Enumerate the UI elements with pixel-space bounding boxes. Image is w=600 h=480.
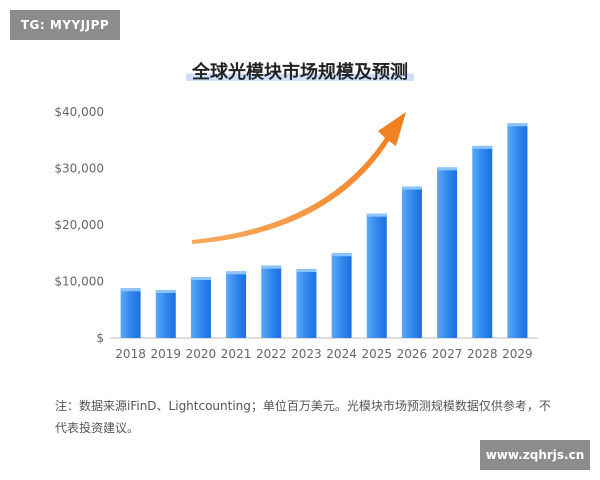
chart-title-text: 全球光模块市场规模及预测 [186, 62, 414, 83]
x-tick-label: 2024 [326, 347, 357, 361]
watermark-tag: TG: MYYJJPP [10, 10, 120, 40]
bar-cap-2019 [155, 289, 176, 293]
bar-2026 [401, 186, 422, 338]
x-tick-label: 2022 [256, 347, 287, 361]
x-tick-label: 2018 [115, 347, 146, 361]
bar-cap-2022 [261, 265, 282, 269]
bar-2019 [155, 289, 176, 338]
bar-2023 [296, 269, 317, 338]
bar-2028 [472, 145, 493, 338]
x-tick-label: 2021 [221, 347, 252, 361]
y-tick-label: $20,000 [54, 218, 104, 232]
x-tick-label: 2026 [397, 347, 428, 361]
source-note: 注：数据来源iFinD、Lightcounting；单位百万美元。光模块市场预测… [55, 399, 551, 435]
y-tick-label: $10,000 [54, 275, 104, 289]
trend-arrow-icon [192, 112, 406, 244]
bar-cap-2021 [226, 271, 247, 275]
x-tick-label: 2028 [467, 347, 498, 361]
website-watermark: www.zqhrjs.cn [480, 440, 590, 470]
bar-cap-2018 [120, 288, 141, 292]
y-axis: $ $10,000 $20,000 $30,000 $40,000 [54, 105, 104, 345]
x-tick-label: 2025 [361, 347, 392, 361]
y-tick-label: $ [96, 331, 104, 345]
bar-2022 [261, 265, 282, 338]
x-tick-label: 2027 [432, 347, 463, 361]
bar-cap-2029 [507, 123, 528, 127]
x-tick-label: 2019 [150, 347, 181, 361]
bars-group [120, 123, 528, 338]
bar-2020 [190, 276, 211, 338]
bar-2025 [366, 213, 387, 338]
x-tick-label: 2020 [186, 347, 217, 361]
bar-cap-2024 [331, 253, 352, 257]
bar-2027 [437, 167, 458, 338]
x-tick-label: 2023 [291, 347, 322, 361]
y-tick-label: $40,000 [54, 105, 104, 119]
chart-title: 全球光模块市场规模及预测 [0, 58, 600, 84]
bar-cap-2020 [190, 276, 211, 280]
bar-cap-2027 [437, 167, 458, 171]
bar-cap-2028 [472, 145, 493, 149]
x-tick-label: 2029 [502, 347, 533, 361]
bar-cap-2023 [296, 269, 317, 273]
bar-2018 [120, 288, 141, 338]
x-axis: 2018 2019 2020 2021 2022 2023 2024 2025 2026 2027… [115, 347, 532, 361]
bar-cap-2026 [401, 186, 422, 190]
bar-2024 [331, 253, 352, 338]
trend-arrow [192, 112, 406, 244]
bar-2021 [226, 271, 247, 338]
bar-cap-2025 [366, 213, 387, 217]
y-tick-label: $30,000 [54, 162, 104, 176]
bar-2029 [507, 123, 528, 338]
